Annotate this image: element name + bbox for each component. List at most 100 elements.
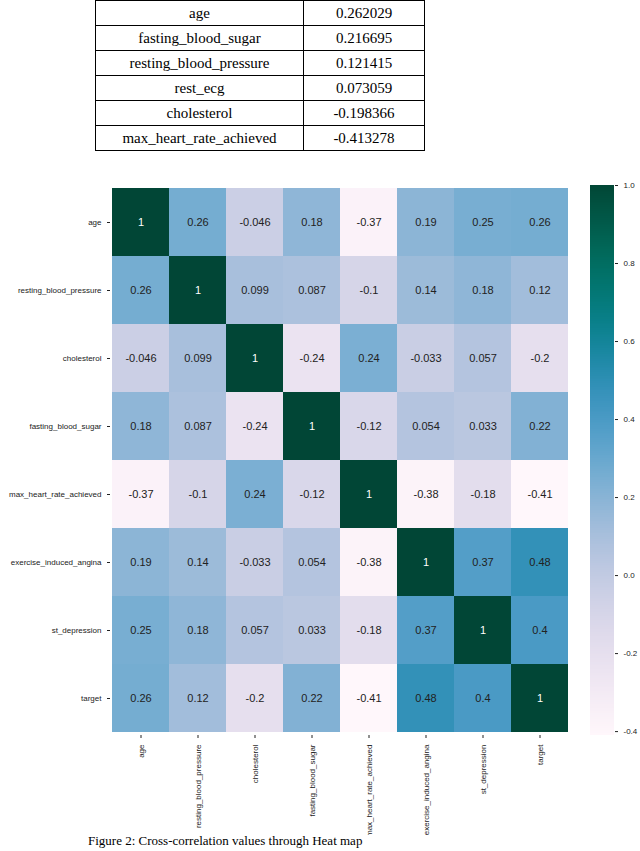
svg-text:0.4: 0.4 bbox=[624, 415, 636, 424]
svg-text:target: target bbox=[81, 694, 102, 703]
svg-text:0.0: 0.0 bbox=[624, 571, 636, 580]
svg-text:target: target bbox=[536, 744, 545, 765]
svg-text:0.18: 0.18 bbox=[130, 420, 151, 432]
svg-text:-0.2: -0.2 bbox=[531, 352, 550, 364]
svg-text:0.24: 0.24 bbox=[244, 488, 265, 500]
svg-text:-0.2: -0.2 bbox=[624, 649, 638, 658]
html-text:resting_blood_pressure: resting_blood_pressure bbox=[129, 54, 270, 71]
svg-text:0.19: 0.19 bbox=[415, 216, 436, 228]
svg-text:-0.046: -0.046 bbox=[125, 352, 156, 364]
svg-text:0.099: 0.099 bbox=[241, 284, 269, 296]
svg-text:0.48: 0.48 bbox=[415, 692, 436, 704]
svg-text:-0.033: -0.033 bbox=[239, 556, 270, 568]
svg-text:-0.38: -0.38 bbox=[356, 556, 381, 568]
svg-text:0.24: 0.24 bbox=[358, 352, 379, 364]
svg-text:-0.1: -0.1 bbox=[189, 488, 208, 500]
svg-text:0.12: 0.12 bbox=[529, 284, 550, 296]
svg-text:resting_blood_pressure: resting_blood_pressure bbox=[18, 286, 102, 295]
svg-text:1: 1 bbox=[366, 488, 372, 500]
svg-text:0.054: 0.054 bbox=[298, 556, 326, 568]
svg-text:st_depression: st_depression bbox=[52, 626, 102, 635]
svg-text:0.37: 0.37 bbox=[472, 556, 493, 568]
svg-text:0.18: 0.18 bbox=[472, 284, 493, 296]
svg-text:cholesterol: cholesterol bbox=[251, 744, 260, 783]
svg-text:0.22: 0.22 bbox=[529, 420, 550, 432]
svg-text:-0.046: -0.046 bbox=[239, 216, 270, 228]
svg-text:-0.18: -0.18 bbox=[470, 488, 495, 500]
svg-text:cholesterol: cholesterol bbox=[63, 354, 102, 363]
svg-text:0.18: 0.18 bbox=[301, 216, 322, 228]
svg-text:age: age bbox=[88, 218, 102, 227]
svg-text:-0.24: -0.24 bbox=[242, 420, 267, 432]
svg-text:0.033: 0.033 bbox=[298, 624, 326, 636]
svg-text:0.14: 0.14 bbox=[187, 556, 208, 568]
html-text:0.073059: 0.073059 bbox=[335, 79, 393, 96]
svg-text:fasting_blood_sugar: fasting_blood_sugar bbox=[308, 744, 317, 816]
svg-text:fasting_blood_sugar: fasting_blood_sugar bbox=[29, 422, 101, 431]
svg-text:1: 1 bbox=[195, 284, 201, 296]
svg-text:0.22: 0.22 bbox=[301, 692, 322, 704]
svg-text:0.033: 0.033 bbox=[469, 420, 497, 432]
svg-text:-0.41: -0.41 bbox=[527, 488, 552, 500]
svg-text:-0.12: -0.12 bbox=[299, 488, 324, 500]
svg-text:-0.41: -0.41 bbox=[356, 692, 381, 704]
svg-text:1: 1 bbox=[423, 556, 429, 568]
svg-text:resting_blood_pressure: resting_blood_pressure bbox=[194, 744, 203, 828]
html-text:-0.198366: -0.198366 bbox=[333, 104, 395, 121]
svg-text:1: 1 bbox=[537, 692, 543, 704]
svg-text:0.25: 0.25 bbox=[130, 624, 151, 636]
svg-text:0.37: 0.37 bbox=[415, 624, 436, 636]
svg-text:0.26: 0.26 bbox=[529, 216, 550, 228]
svg-text:0.099: 0.099 bbox=[184, 352, 212, 364]
svg-text:exercise_induced_angina: exercise_induced_angina bbox=[422, 744, 431, 835]
svg-text:0.057: 0.057 bbox=[241, 624, 269, 636]
html-text:0.216695: 0.216695 bbox=[335, 29, 393, 46]
svg-text:0.4: 0.4 bbox=[532, 624, 547, 636]
svg-text:st_depression: st_depression bbox=[479, 745, 488, 795]
svg-text:0.6: 0.6 bbox=[624, 337, 636, 346]
svg-text:-0.12: -0.12 bbox=[356, 420, 381, 432]
svg-text:0.14: 0.14 bbox=[415, 284, 436, 296]
html-text:0.121415: 0.121415 bbox=[335, 54, 393, 71]
svg-text:0.4: 0.4 bbox=[475, 692, 490, 704]
svg-text:0.087: 0.087 bbox=[298, 284, 326, 296]
svg-text:-0.37: -0.37 bbox=[128, 488, 153, 500]
svg-text:-0.4: -0.4 bbox=[624, 727, 638, 736]
svg-text:-0.38: -0.38 bbox=[413, 488, 438, 500]
svg-text:-0.37: -0.37 bbox=[356, 216, 381, 228]
svg-text:exercise_induced_angina: exercise_induced_angina bbox=[11, 558, 102, 567]
svg-text:1: 1 bbox=[480, 624, 486, 636]
svg-text:0.18: 0.18 bbox=[187, 624, 208, 636]
svg-text:0.26: 0.26 bbox=[187, 216, 208, 228]
svg-text:1: 1 bbox=[138, 216, 144, 228]
html-text:max_heart_rate_achieved: max_heart_rate_achieved bbox=[122, 129, 277, 146]
svg-text:0.12: 0.12 bbox=[187, 692, 208, 704]
html-text:cholesterol: cholesterol bbox=[166, 104, 233, 121]
svg-text:0.48: 0.48 bbox=[529, 556, 550, 568]
html-text:age: age bbox=[189, 4, 210, 21]
svg-text:max_heart_rate_achieved: max_heart_rate_achieved bbox=[9, 490, 102, 499]
svg-text:1.0: 1.0 bbox=[624, 181, 636, 190]
svg-text:0.057: 0.057 bbox=[469, 352, 497, 364]
svg-text:-0.1: -0.1 bbox=[360, 284, 379, 296]
svg-text:0.26: 0.26 bbox=[130, 692, 151, 704]
svg-text:0.087: 0.087 bbox=[184, 420, 212, 432]
html-text:fasting_blood_sugar: fasting_blood_sugar bbox=[138, 29, 261, 46]
svg-text:-0.24: -0.24 bbox=[299, 352, 324, 364]
svg-text:0.26: 0.26 bbox=[130, 284, 151, 296]
svg-text:-0.2: -0.2 bbox=[246, 692, 265, 704]
svg-text:age: age bbox=[137, 744, 146, 758]
html-text:0.262029: 0.262029 bbox=[335, 4, 393, 21]
svg-text:0.8: 0.8 bbox=[624, 259, 636, 268]
svg-text:-0.033: -0.033 bbox=[410, 352, 441, 364]
svg-text:max_heart_rate_achieved: max_heart_rate_achieved bbox=[365, 745, 374, 836]
svg-text:0.19: 0.19 bbox=[130, 556, 151, 568]
svg-text:0.2: 0.2 bbox=[624, 493, 636, 502]
html-text:-0.413278: -0.413278 bbox=[333, 129, 395, 146]
svg-text:0.054: 0.054 bbox=[412, 420, 440, 432]
svg-text:0.25: 0.25 bbox=[472, 216, 493, 228]
svg-text:1: 1 bbox=[309, 420, 315, 432]
html-text:rest_ecg: rest_ecg bbox=[174, 79, 225, 96]
svg-text:-0.18: -0.18 bbox=[356, 624, 381, 636]
svg-text:1: 1 bbox=[252, 352, 258, 364]
